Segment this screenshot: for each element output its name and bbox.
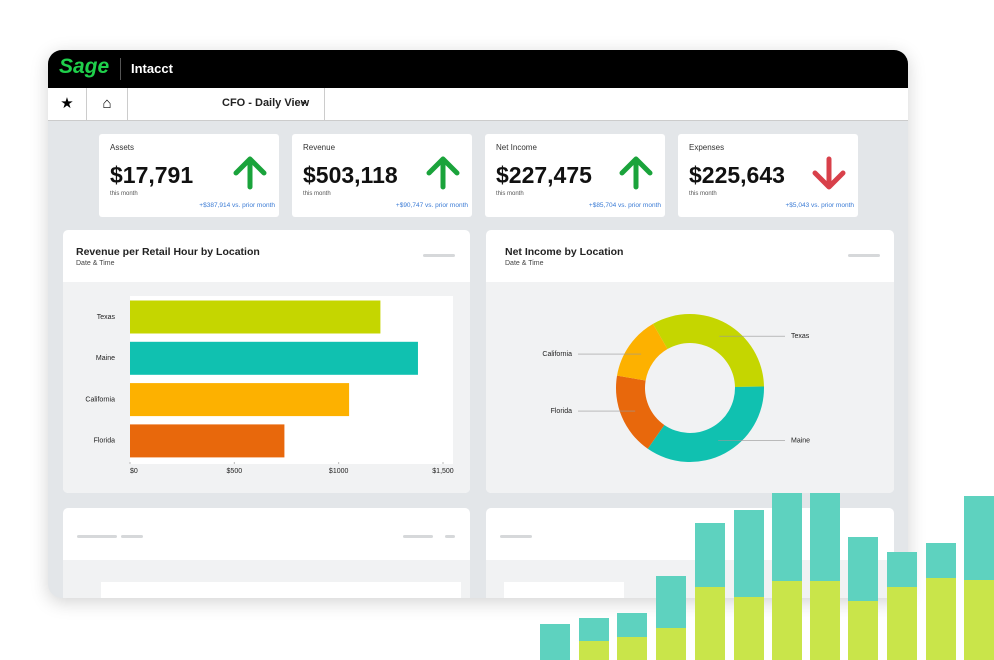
decor-bars-bottom — [579, 578, 994, 660]
kpi-label: Revenue — [303, 143, 336, 152]
home-button[interactable]: ⌂ — [87, 88, 128, 120]
trend-arrow — [233, 156, 267, 190]
kpi-value: $225,643 — [689, 162, 785, 188]
placeholder — [500, 535, 532, 538]
x-tick-label: $1000 — [329, 468, 349, 475]
divider — [120, 58, 121, 80]
y-tick-label: Maine — [96, 355, 115, 362]
kpi-value: $227,475 — [496, 162, 592, 188]
bar — [130, 424, 285, 458]
arrow — [233, 156, 267, 190]
donut-slice — [617, 323, 668, 381]
chart-subtitle: Date & Time — [76, 260, 115, 267]
kpi-card: Expenses $225,643 this month +$5,043 vs. pr… — [678, 134, 858, 217]
menu-handle[interactable] — [848, 254, 880, 257]
slice-label: Maine — [791, 437, 810, 444]
view-name: CFO - Daily View — [222, 97, 310, 109]
kpi-period: this month — [110, 191, 138, 197]
kpi-change: +$90,747 vs. prior month — [395, 202, 468, 209]
placeholder — [403, 535, 433, 538]
x-tick-label: $0 — [130, 468, 138, 475]
donut-slice — [653, 313, 764, 388]
bar — [130, 383, 350, 417]
menu-handle[interactable] — [423, 254, 455, 257]
arrow — [426, 156, 460, 190]
placeholder-panel — [63, 508, 470, 598]
bar — [130, 341, 418, 375]
kpi-value: $503,118 — [303, 162, 398, 188]
slice-label: Florida — [551, 408, 573, 415]
decor — [579, 641, 609, 660]
decor — [617, 637, 647, 660]
favorite-button[interactable]: ★ — [48, 88, 87, 120]
placeholder — [101, 582, 461, 598]
decor — [734, 597, 764, 660]
kpi-change: +$5,043 vs. prior month — [785, 202, 854, 209]
kpi-period: this month — [303, 191, 331, 197]
slice-label: California — [542, 351, 572, 358]
decor — [848, 601, 878, 660]
decor — [656, 628, 686, 660]
trend-arrow — [619, 156, 653, 190]
arrow — [619, 156, 653, 190]
x-tick-label: $500 — [227, 468, 243, 475]
decor — [810, 581, 840, 660]
chart-title: Revenue per Retail Hour by Location — [76, 246, 260, 258]
y-tick-label: Florida — [94, 438, 116, 445]
decor — [540, 624, 570, 660]
trend-arrow — [812, 156, 846, 190]
donut-slice — [616, 375, 665, 449]
kpi-card: Net Income $227,475 this month +$85,704 vs.… — [485, 134, 665, 217]
slice-label: Texas — [791, 333, 810, 340]
kpi-label: Assets — [110, 143, 135, 152]
kpi-period: this month — [496, 191, 524, 197]
placeholder — [445, 535, 455, 538]
brand: Sage — [59, 55, 110, 78]
decor-bars-top — [540, 493, 994, 660]
trend-arrow — [426, 156, 460, 190]
kpi-change: +$85,704 vs. prior month — [588, 202, 661, 209]
arrow — [812, 156, 846, 190]
chevron: ⌄ — [300, 96, 309, 107]
kpi-change: +$387,914 vs. prior month — [199, 202, 275, 209]
placeholder — [77, 535, 117, 538]
decor — [926, 578, 956, 660]
kpi-card: Revenue $503,118 this month +$90,747 vs. pr… — [292, 134, 472, 217]
decor — [695, 587, 725, 660]
bar — [130, 300, 381, 334]
kpi-value: $17,791 — [110, 162, 194, 188]
donut-slice — [647, 386, 764, 462]
product: Intacct — [131, 61, 173, 76]
kpi-card: Assets $17,791 this month +$387,914 vs. pri… — [99, 134, 279, 217]
decor — [772, 581, 802, 660]
decor — [964, 580, 994, 660]
placeholder — [504, 582, 624, 598]
x-tick-label: $1,500 — [432, 468, 454, 475]
toolbar: ★ ⌂ CFO - Daily View ⌄ — [48, 88, 908, 121]
chart-title: Net Income by Location — [505, 246, 624, 258]
header: Sage Intacct — [48, 50, 908, 88]
y-tick-label: Texas — [97, 314, 116, 321]
decor — [887, 587, 917, 660]
kpi-label: Net Income — [496, 143, 537, 152]
chart-subtitle: Date & Time — [505, 260, 544, 267]
view-dropdown[interactable]: CFO - Daily View ⌄ — [128, 88, 325, 120]
kpi-period: this month — [689, 191, 717, 197]
placeholder — [121, 535, 143, 538]
y-tick-label: California — [85, 396, 115, 403]
kpi-label: Expenses — [689, 143, 725, 152]
